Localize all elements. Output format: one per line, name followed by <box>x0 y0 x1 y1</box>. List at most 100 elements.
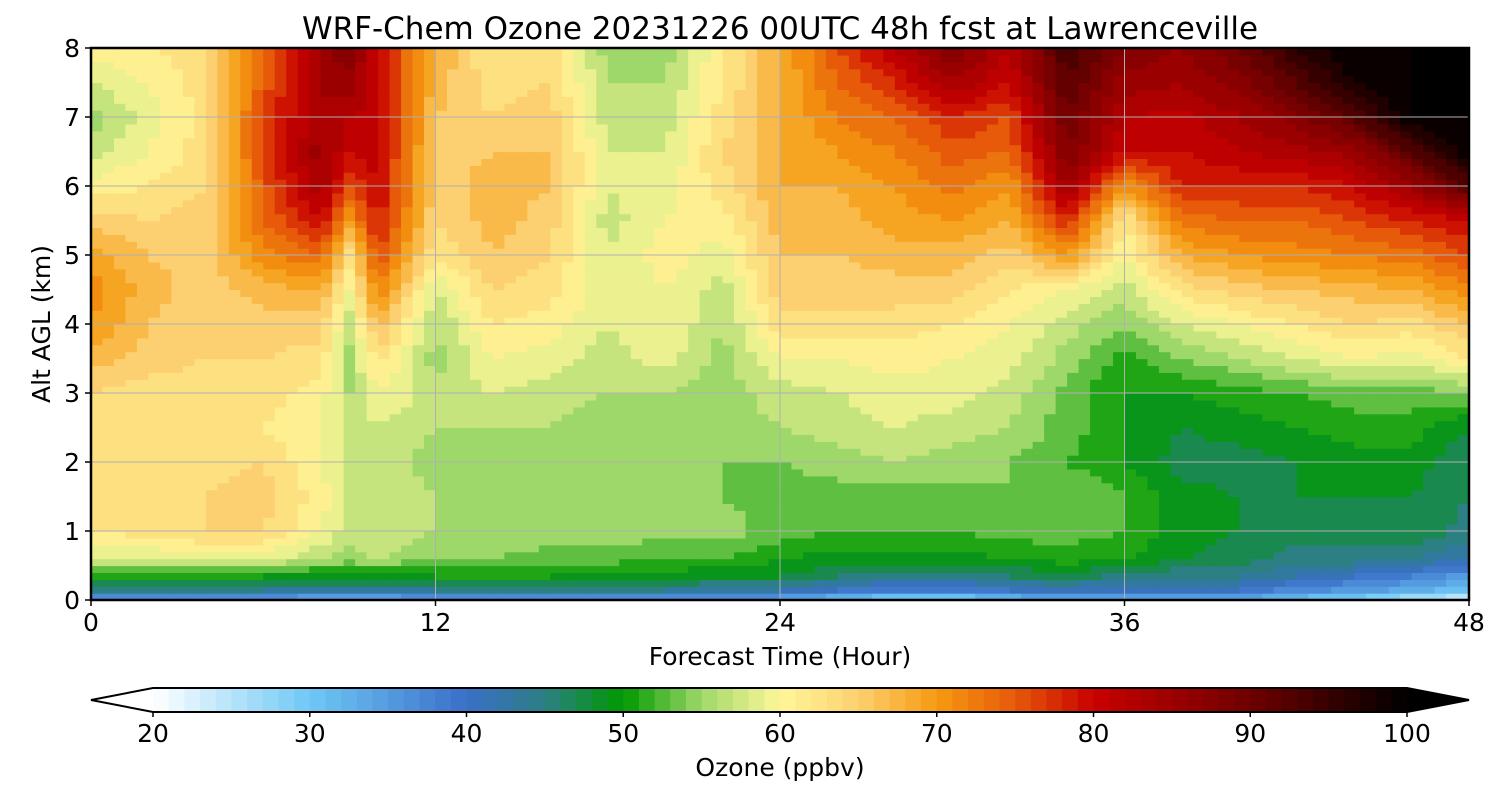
heatmap-cell <box>343 393 356 401</box>
heatmap-cell <box>102 551 115 560</box>
heatmap-cell <box>91 586 104 594</box>
heatmap-cell <box>871 413 884 422</box>
heatmap-cell <box>320 544 333 553</box>
heatmap-cell <box>1147 517 1160 525</box>
heatmap-cell <box>630 496 643 504</box>
heatmap-cell <box>837 531 850 539</box>
heatmap-cell <box>320 489 333 498</box>
heatmap-cell <box>848 489 861 498</box>
heatmap-cell <box>584 503 597 511</box>
heatmap-cell <box>734 558 747 567</box>
heatmap-cell <box>274 531 287 539</box>
heatmap-cell <box>297 434 310 442</box>
heatmap-cell <box>309 462 322 470</box>
heatmap-cell <box>848 503 861 511</box>
heatmap-cell <box>389 544 402 553</box>
heatmap-cell <box>1181 393 1194 401</box>
heatmap-cell <box>757 324 770 332</box>
heatmap-cell <box>1308 358 1321 366</box>
heatmap-cell <box>848 537 861 546</box>
heatmap-cell <box>159 496 172 504</box>
heatmap-cell <box>780 503 793 511</box>
heatmap-cell <box>1147 372 1160 380</box>
heatmap-cell <box>332 441 345 449</box>
heatmap-cell <box>1124 537 1137 546</box>
heatmap-cell <box>676 434 689 442</box>
heatmap-cell <box>871 330 884 339</box>
heatmap-cell <box>630 386 643 394</box>
heatmap-cell <box>458 544 471 553</box>
heatmap-cell <box>148 386 161 394</box>
heatmap-cell <box>780 379 793 387</box>
heatmap-cell <box>653 386 666 394</box>
heatmap-cell <box>1227 344 1240 353</box>
heatmap-cell <box>871 496 884 504</box>
heatmap-cell <box>1400 317 1413 325</box>
heatmap-cell <box>1354 544 1367 553</box>
heatmap-cell <box>883 468 896 477</box>
heatmap-cell <box>389 427 402 435</box>
heatmap-cell <box>125 544 138 553</box>
heatmap-cell <box>998 448 1011 456</box>
heatmap-cell <box>217 344 230 353</box>
heatmap-cell <box>435 537 448 546</box>
heatmap-cell <box>814 413 827 422</box>
heatmap-cell <box>504 427 517 435</box>
heatmap-cell <box>481 448 494 456</box>
heatmap-cell <box>1377 593 1390 600</box>
heatmap-cell <box>481 372 494 380</box>
heatmap-cell <box>1055 406 1068 415</box>
heatmap-cell <box>1158 434 1172 442</box>
heatmap-cell <box>102 317 115 325</box>
heatmap-cell <box>642 386 655 394</box>
heatmap-cell <box>297 531 310 539</box>
heatmap-cell <box>1331 317 1344 325</box>
heatmap-cell <box>102 386 115 394</box>
heatmap-cell <box>217 468 230 477</box>
heatmap-cell <box>1021 462 1034 470</box>
heatmap-cell <box>1216 427 1229 435</box>
heatmap-cell <box>986 393 999 401</box>
heatmap-cell <box>228 324 241 332</box>
heatmap-cell <box>389 482 402 491</box>
heatmap-cell <box>768 558 781 567</box>
heatmap-cell <box>91 379 104 387</box>
heatmap-cell <box>734 462 747 470</box>
heatmap-cell <box>343 310 356 318</box>
heatmap-cell <box>699 393 712 401</box>
heatmap-cell <box>515 558 528 567</box>
heatmap-cell <box>1308 448 1321 456</box>
heatmap-cell <box>1032 386 1045 394</box>
heatmap-cell <box>1032 330 1045 339</box>
heatmap-cell <box>228 496 241 504</box>
heatmap-cell <box>630 537 643 546</box>
heatmap-cell <box>136 317 150 325</box>
heatmap-cell <box>309 455 322 463</box>
heatmap-cell <box>401 551 414 560</box>
heatmap-cell <box>1227 317 1240 325</box>
heatmap-cell <box>917 462 930 470</box>
heatmap-cell <box>711 537 724 546</box>
heatmap-cell <box>825 406 839 415</box>
heatmap-cell <box>688 406 701 415</box>
heatmap-cell <box>573 510 586 518</box>
heatmap-cell <box>228 372 241 380</box>
heatmap-cell <box>1377 551 1390 560</box>
heatmap-cell <box>1400 406 1413 415</box>
heatmap-cell <box>1204 531 1217 539</box>
heatmap-cell <box>182 351 195 360</box>
heatmap-cell <box>596 337 609 346</box>
heatmap-cell <box>205 524 218 532</box>
heatmap-cell <box>389 475 402 484</box>
heatmap-cell <box>619 441 632 449</box>
heatmap-cell <box>481 344 494 353</box>
heatmap-cell <box>527 427 540 435</box>
heatmap-cell <box>389 351 402 360</box>
heatmap-cell <box>722 372 735 380</box>
heatmap-cell <box>963 565 976 573</box>
heatmap-cell <box>550 406 563 415</box>
heatmap-cell <box>1377 379 1390 387</box>
heatmap-cell <box>492 593 505 600</box>
heatmap-cell <box>917 413 930 422</box>
heatmap-cell <box>458 317 471 325</box>
